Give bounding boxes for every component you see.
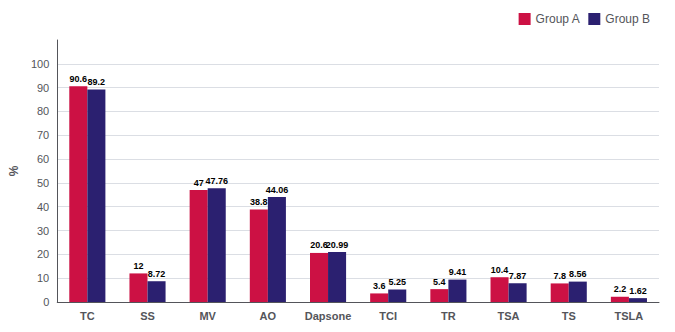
svg-text:50: 50 [37, 177, 49, 189]
svg-text:8.72: 8.72 [148, 269, 166, 279]
svg-text:47.76: 47.76 [205, 176, 228, 186]
svg-text:8.56: 8.56 [569, 269, 587, 279]
svg-text:5.4: 5.4 [433, 277, 446, 287]
svg-text:20.6: 20.6 [310, 240, 328, 251]
svg-text:TCI: TCI [379, 310, 397, 322]
svg-text:47: 47 [194, 178, 204, 188]
svg-text:%: % [7, 165, 21, 176]
svg-text:89.2: 89.2 [88, 77, 106, 87]
svg-text:20.99: 20.99 [326, 240, 349, 250]
svg-text:TR: TR [441, 310, 456, 322]
svg-text:7.87: 7.87 [509, 271, 527, 281]
svg-text:10: 10 [37, 272, 49, 284]
svg-text:TSA: TSA [498, 310, 520, 322]
svg-text:MV: MV [199, 310, 216, 322]
svg-text:1.62: 1.62 [629, 286, 647, 296]
svg-text:44.06: 44.06 [266, 185, 289, 195]
svg-text:Group B: Group B [605, 12, 650, 26]
svg-text:12: 12 [133, 261, 143, 271]
svg-text:9.41: 9.41 [449, 267, 467, 277]
svg-text:40: 40 [37, 201, 49, 213]
svg-text:10.4: 10.4 [491, 265, 509, 275]
svg-text:90: 90 [37, 82, 49, 94]
svg-text:TSLA: TSLA [615, 310, 644, 322]
svg-text:20: 20 [37, 248, 49, 260]
svg-text:90.6: 90.6 [70, 74, 88, 84]
svg-text:30: 30 [37, 225, 49, 237]
svg-text:70: 70 [37, 129, 49, 141]
svg-text:AO: AO [260, 310, 277, 322]
svg-text:SS: SS [140, 310, 155, 322]
svg-text:TS: TS [562, 310, 576, 322]
svg-text:80: 80 [37, 105, 49, 117]
svg-text:7.8: 7.8 [553, 271, 566, 281]
svg-text:5.25: 5.25 [388, 277, 406, 287]
svg-text:TC: TC [80, 310, 95, 322]
svg-text:38.8: 38.8 [250, 197, 268, 207]
svg-text:3.6: 3.6 [373, 281, 386, 291]
svg-text:Dapsone: Dapsone [305, 310, 351, 322]
svg-text:0: 0 [43, 296, 49, 308]
svg-text:100: 100 [31, 58, 49, 70]
svg-text:Group A: Group A [536, 12, 580, 26]
svg-text:60: 60 [37, 153, 49, 165]
svg-text:2.2: 2.2 [614, 284, 627, 294]
